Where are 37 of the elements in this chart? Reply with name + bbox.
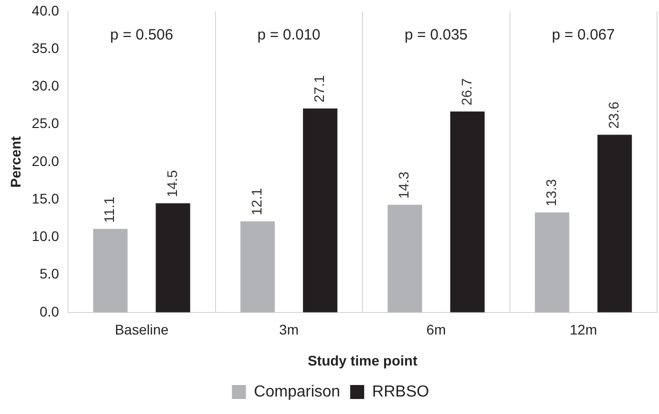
y-tick-label: 40.0 <box>32 2 60 18</box>
data-label: 13.3 <box>542 178 559 206</box>
annotation: p = 0.506 <box>110 26 174 44</box>
annotation: p = 0.067 <box>552 26 615 44</box>
bar <box>388 204 422 312</box>
data-label: 14.3 <box>396 171 412 199</box>
data-label: 23.6 <box>606 101 622 129</box>
bar <box>302 108 338 312</box>
y-tick-label: 25.0 <box>32 115 60 132</box>
data-label: 14.5 <box>164 170 180 198</box>
bar <box>156 203 190 312</box>
annotation: p = 0.010 <box>257 26 320 44</box>
data-label: 26.7 <box>458 78 474 106</box>
x-axis-title: Study time point <box>308 352 418 368</box>
bar <box>240 221 275 312</box>
bar <box>93 228 128 312</box>
data-label: 12.1 <box>248 188 264 216</box>
data-label: 27.1 <box>311 75 328 102</box>
x-tick-label: 6m <box>426 322 446 338</box>
legend-label: Comparison <box>254 383 340 400</box>
x-tick-label: 12m <box>570 322 597 338</box>
legend-label: RRBSO <box>372 383 430 400</box>
y-tick-label: 15.0 <box>32 190 60 206</box>
data-label: 11.1 <box>101 196 118 223</box>
x-tick-label: 3m <box>279 322 299 338</box>
y-tick-label: 0.0 <box>40 303 60 320</box>
y-tick-label: 5.0 <box>40 266 60 282</box>
x-tick-label: Baseline <box>114 322 169 338</box>
y-tick-label: 10.0 <box>32 228 60 244</box>
bar <box>597 134 632 312</box>
y-tick-label: 30.0 <box>32 78 60 94</box>
bar <box>534 212 570 312</box>
bar <box>450 111 485 312</box>
annotation: p = 0.035 <box>404 26 468 44</box>
y-tick-label: 20.0 <box>32 152 60 169</box>
y-tick-label: 35.0 <box>32 40 60 56</box>
y-axis-title: Percent <box>7 136 24 188</box>
